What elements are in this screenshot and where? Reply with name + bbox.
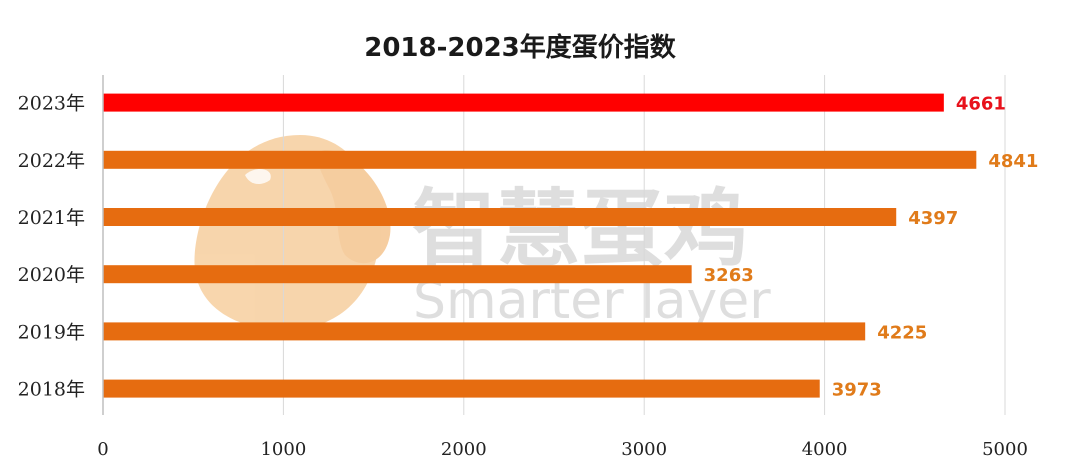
bar bbox=[103, 93, 944, 112]
grid bbox=[282, 75, 1006, 415]
bar bbox=[103, 322, 866, 341]
x-tick-label: 4000 bbox=[802, 439, 848, 460]
category-label: 2020年 bbox=[18, 264, 85, 286]
value-label: 4841 bbox=[988, 151, 1038, 172]
bars bbox=[103, 93, 977, 398]
bar bbox=[103, 265, 692, 284]
x-tick-label: 3000 bbox=[621, 439, 667, 460]
value-label: 4225 bbox=[877, 322, 927, 343]
category-labels: 2023年 2022年 2021年 2020年 2019年 2018年 bbox=[18, 93, 85, 401]
value-label: 3263 bbox=[704, 265, 754, 286]
bar bbox=[103, 150, 977, 169]
bar bbox=[103, 379, 820, 398]
value-label: 4661 bbox=[956, 94, 1006, 115]
x-tick-labels: 0 1000 2000 3000 4000 5000 bbox=[97, 439, 1028, 460]
category-label: 2018年 bbox=[18, 379, 85, 401]
value-labels: 4661 4841 4397 3263 4225 3973 bbox=[704, 94, 1039, 401]
watermark-text-cn: 智慧蛋鸡 bbox=[412, 180, 748, 278]
value-label: 3973 bbox=[832, 380, 882, 401]
category-label: 2023年 bbox=[18, 93, 85, 115]
x-tick-label: 5000 bbox=[982, 439, 1028, 460]
value-label: 4397 bbox=[908, 208, 958, 229]
x-tick-label: 1000 bbox=[260, 439, 306, 460]
chart-title: 2018-2023年度蛋价指数 bbox=[364, 32, 677, 63]
x-tick-label: 2000 bbox=[441, 439, 487, 460]
category-label: 2019年 bbox=[18, 321, 85, 343]
category-label: 2021年 bbox=[18, 207, 85, 229]
category-label: 2022年 bbox=[18, 150, 85, 172]
x-tick-label: 0 bbox=[97, 439, 108, 460]
bar bbox=[103, 208, 897, 226]
